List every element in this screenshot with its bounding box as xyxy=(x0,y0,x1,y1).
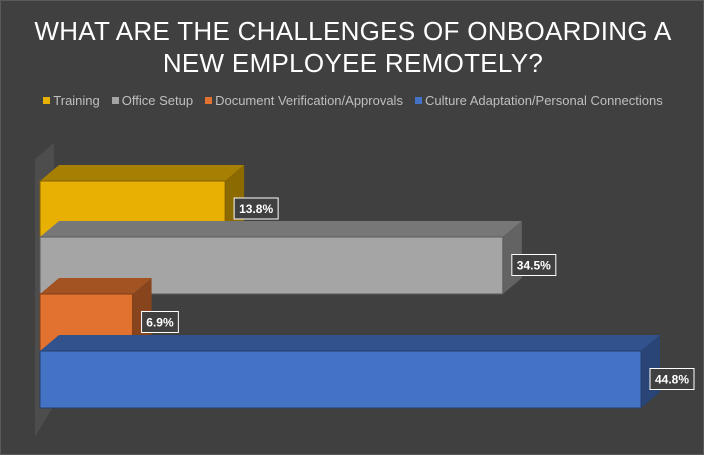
data-label: 6.9% xyxy=(146,316,174,330)
legend-swatch xyxy=(414,97,422,104)
data-label-box xyxy=(649,368,695,390)
bar-top-face xyxy=(40,165,245,181)
legend-swatch xyxy=(205,97,213,104)
data-label-box xyxy=(141,311,179,333)
legend-label: Office Setup xyxy=(121,93,194,108)
legend-label: Culture Adaptation/Personal Connections xyxy=(424,93,663,108)
legend-label: Document Verification/Approvals xyxy=(215,93,403,108)
chart-title-line-2: NEW EMPLOYEE REMOTELY? xyxy=(162,48,544,78)
legend-item-office-setup: Office Setup xyxy=(111,93,194,108)
legend-item-culture-adaptation: Culture Adaptation/Personal Connections xyxy=(414,93,663,108)
legend-label: Training xyxy=(53,93,100,108)
legend: Training Office Setup Document Verificat… xyxy=(1,93,704,108)
bar xyxy=(39,350,642,409)
bar-top-face xyxy=(40,335,660,351)
chart-title: WHAT ARE THE CHALLENGES OF ONBOARDING A … xyxy=(1,15,704,79)
chart-title-line-1: WHAT ARE THE CHALLENGES OF ONBOARDING A xyxy=(34,16,672,46)
data-label: 34.5% xyxy=(517,259,551,273)
legend-swatch xyxy=(111,97,119,104)
data-label: 13.8% xyxy=(239,202,273,216)
legend-swatch xyxy=(43,97,51,104)
legend-item-document-verification: Document Verification/Approvals xyxy=(205,93,403,108)
bar-top-face xyxy=(40,221,522,237)
data-label-box xyxy=(233,197,279,220)
legend-item-training: Training xyxy=(43,93,100,108)
data-label-box xyxy=(511,254,557,276)
data-label: 44.8% xyxy=(655,373,689,387)
bar-top-face xyxy=(40,278,152,294)
